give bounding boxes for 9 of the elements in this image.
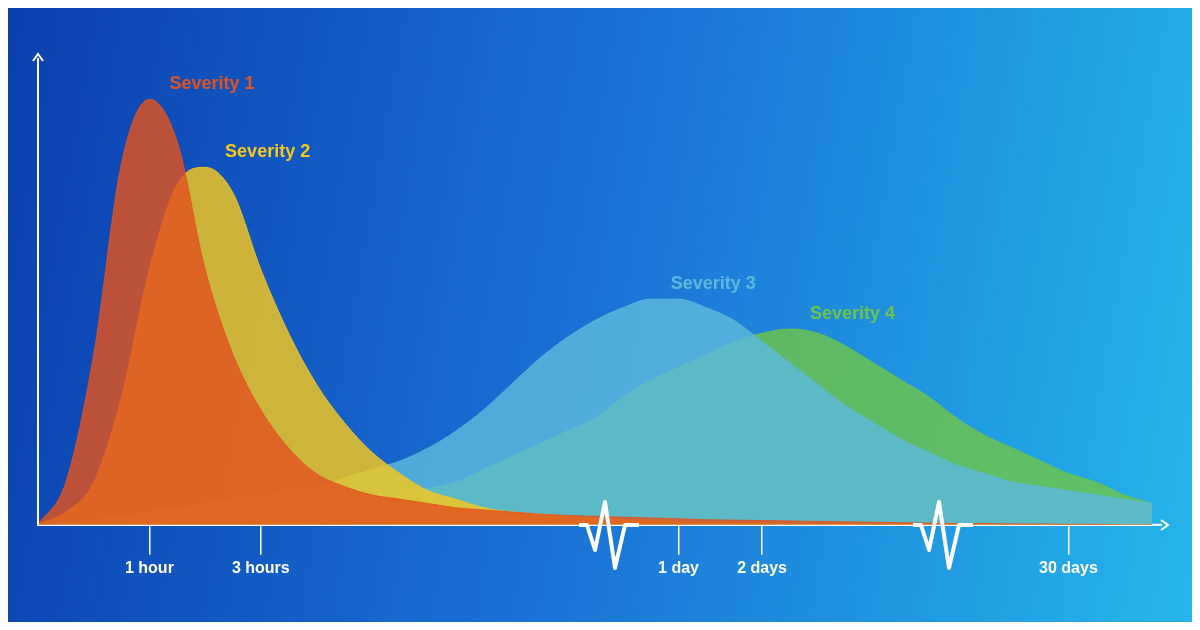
x-tick-label: 1 day <box>658 558 700 576</box>
series-label: Severity 4 <box>809 303 896 324</box>
series-label: Severity 3 <box>670 273 756 294</box>
series-label: Severity 1 <box>169 73 255 94</box>
x-tick-label: 3 hours <box>231 558 290 576</box>
x-tick-label: 30 days <box>1039 558 1098 576</box>
x-tick-label: 2 days <box>737 558 788 576</box>
series-label: Severity 2 <box>225 141 311 162</box>
x-tick-label: 1 hour <box>124 558 174 576</box>
